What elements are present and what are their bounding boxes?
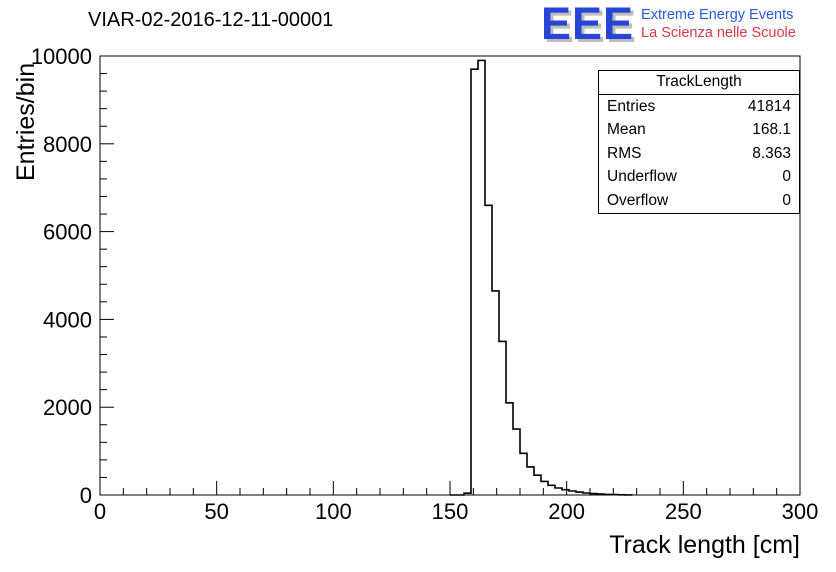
stats-value: 8.363 xyxy=(752,144,791,162)
stats-row-underflow: Underflow 0 xyxy=(599,166,799,190)
eee-logo-line2: La Scienza nelle Scuole xyxy=(641,24,796,41)
stats-label: RMS xyxy=(607,144,642,162)
x-axis-title: Track length [cm] xyxy=(609,531,800,559)
stats-row-rms: RMS 8.363 xyxy=(599,142,799,166)
y-tick-label: 2000 xyxy=(43,395,92,420)
x-tick-label: 250 xyxy=(665,499,702,524)
histogram-line xyxy=(450,59,633,496)
x-tick-label: 300 xyxy=(782,499,819,524)
stats-row-overflow: Overflow 0 xyxy=(599,189,799,213)
y-tick-label: 0 xyxy=(80,483,92,508)
stats-value: 0 xyxy=(782,168,791,186)
y-tick-label: 8000 xyxy=(43,132,92,157)
y-tick-label: 4000 xyxy=(43,307,92,332)
x-tick-label: 50 xyxy=(204,499,228,524)
x-tick-label: 0 xyxy=(94,499,106,524)
stats-label: Overflow xyxy=(607,191,669,209)
stats-value: 168.1 xyxy=(752,121,791,139)
stats-label: Mean xyxy=(607,121,646,139)
stats-row-mean: Mean 168.1 xyxy=(599,119,799,143)
stats-value: 41814 xyxy=(747,97,791,115)
eee-logo: EEE Extreme Energy Events La Scienza nel… xyxy=(541,0,796,49)
stats-value: 0 xyxy=(782,191,791,209)
stats-box-title: TrackLength xyxy=(599,71,799,95)
x-tick-label: 200 xyxy=(548,499,585,524)
x-tick-label: 100 xyxy=(315,499,352,524)
eee-logo-line1: Extreme Energy Events xyxy=(641,7,794,24)
stats-row-entries: Entries 41814 xyxy=(599,95,799,119)
stats-label: Underflow xyxy=(607,168,677,186)
eee-logo-subtitle: Extreme Energy Events La Scienza nelle S… xyxy=(641,7,796,41)
y-tick-label: 6000 xyxy=(43,220,92,245)
y-axis-title: Entries/bin xyxy=(12,62,40,181)
stats-box: TrackLength Entries 41814 Mean 168.1 RMS… xyxy=(598,70,800,214)
plot-title: VIAR-02-2016-12-11-00001 xyxy=(88,9,334,31)
stats-label: Entries xyxy=(607,97,656,115)
x-tick-label: 150 xyxy=(432,499,469,524)
eee-logo-text: EEE xyxy=(541,0,635,49)
y-tick-label: 10000 xyxy=(31,44,92,69)
